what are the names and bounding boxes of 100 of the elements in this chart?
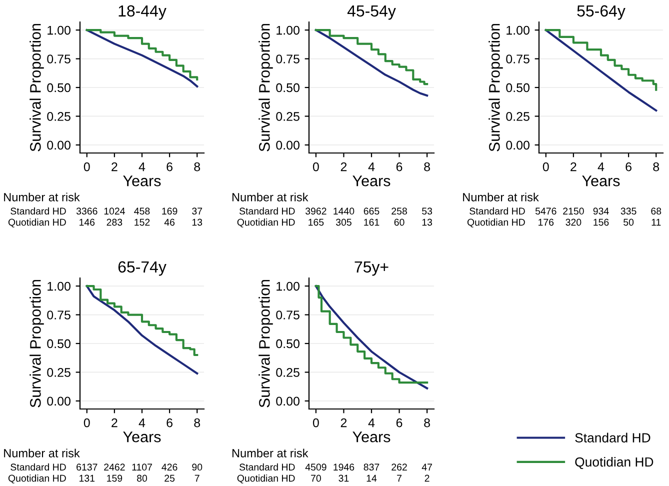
text: 25 [164,474,175,482]
x-tick-label: 6 [166,162,172,172]
text: 2462 [104,464,125,471]
y-tick-label: 1.00 [506,26,530,35]
y-tick-label: 0.00 [506,140,530,150]
y-tick-label: 0.75 [506,54,530,64]
text: 70 [311,474,321,482]
x-tick-label: 0 [542,162,549,172]
text: 60 [394,218,404,226]
x-tick-label: 6 [396,162,402,172]
text: Standard HD [10,463,66,471]
x-axis-title: Years [123,432,161,442]
text: 258 [392,208,407,215]
text: Quotidian HD [237,474,295,484]
text: 159 [107,474,122,482]
x-tick-label: 2 [340,418,347,428]
text: Standard HD [239,207,295,215]
text: 4509 [305,464,326,471]
text: 2 [424,474,430,482]
x-tick-label: 0 [84,162,90,172]
x-tick-label: 2 [340,162,347,172]
text: 176 [538,218,554,226]
x-tick-label: 4 [138,418,146,428]
text: 146 [80,218,95,226]
text: 320 [566,218,582,226]
text: 13 [192,218,202,226]
text: 161 [364,218,380,226]
x-tick-label: 2 [112,162,118,172]
text: Number at risk [4,448,80,458]
y-tick-label: 0.50 [47,339,70,348]
legend-label: Quotidian HD [575,456,654,470]
x-tick-label: 8 [653,162,660,172]
y-tick-label: 0.25 [276,112,300,121]
text: 283 [106,218,122,226]
y-tick-label: 0.00 [47,140,70,150]
chart-title: 55-64y [577,5,626,20]
text: Number at risk [4,192,80,202]
y-tick-label: 1.00 [48,26,70,35]
chart-title: 65-74y [118,261,166,276]
x-tick-label: 4 [368,418,375,428]
text: 665 [364,208,380,215]
text: 7 [397,474,402,482]
text: 68 [651,208,662,215]
text: 14 [366,474,377,482]
text: Number at risk [232,448,308,458]
line-series [314,29,428,97]
x-axis-title: Years [123,176,161,186]
text: 2150 [563,208,584,215]
text: 1946 [334,464,354,471]
x-tick-label: 4 [138,162,146,172]
text: Quotidian HD [237,218,295,228]
y-tick-label: 0.75 [276,310,300,320]
x-tick-label: 6 [396,418,402,428]
y-axis-title: Survival Proportion [258,24,273,152]
x-tick-label: 6 [626,162,632,172]
text: 156 [594,218,609,226]
x-tick-label: 8 [424,418,430,428]
y-tick-label: 1.00 [276,282,300,291]
chart-title: 45-54y [347,5,396,20]
y-tick-label: 0.50 [276,83,300,92]
x-tick-label: 0 [84,418,90,428]
x-tick-label: 6 [166,418,172,428]
text: 131 [80,474,95,482]
text: 458 [134,208,150,215]
y-tick-label: 0.25 [506,112,530,121]
x-tick-label: 2 [112,418,118,428]
text: 5476 [535,208,556,215]
text: 50 [624,218,634,226]
text: 837 [364,464,380,471]
x-tick-label: 0 [312,162,319,172]
text: Standard HD [470,207,525,215]
y-tick-label: 0.25 [276,368,300,377]
text: 152 [134,218,150,226]
line-series [544,29,658,112]
text: 1024 [104,208,125,215]
y-tick-label: 1.00 [276,26,300,35]
y-tick-label: 0.50 [276,339,300,348]
x-tick-label: 4 [598,162,604,172]
text: 3366 [76,208,98,215]
text: 31 [338,474,349,482]
y-tick-label: 0.75 [47,310,70,320]
y-tick-label: 0.00 [47,396,70,406]
y-tick-label: 0.25 [47,368,70,377]
y-axis-title: Survival Proportion [488,24,503,152]
text: Quotidian HD [8,218,66,228]
text: Standard HD [10,207,66,215]
text: Number at risk [463,192,539,202]
y-tick-label: 0.25 [47,112,70,121]
y-tick-label: 0.50 [506,83,530,92]
text: 426 [162,464,178,471]
text: 53 [422,208,432,215]
x-axis-title: Years [352,432,390,442]
text: Quotidian HD [467,218,525,228]
y-tick-label: 0.00 [276,396,300,406]
x-tick-label: 2 [570,162,576,172]
text: 335 [620,208,636,215]
text: 934 [593,208,609,215]
text: Number at risk [232,192,308,202]
text: 46 [164,218,175,226]
text: 47 [422,464,432,470]
